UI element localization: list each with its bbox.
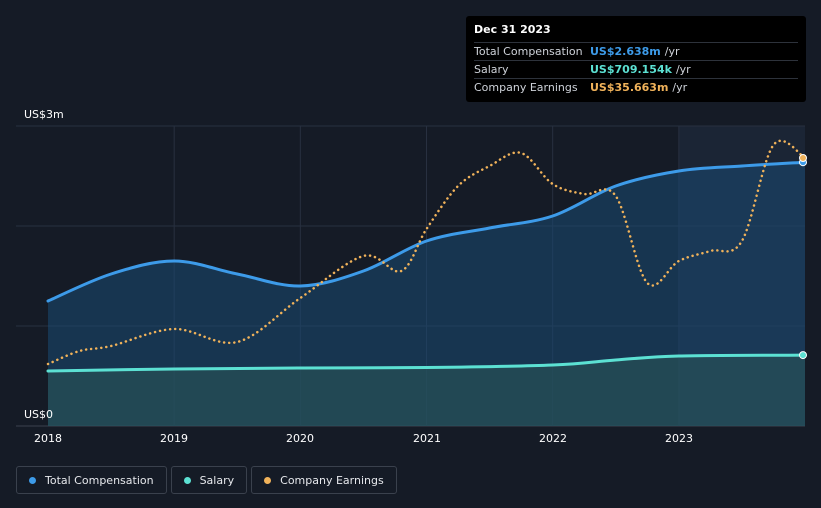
dot-icon bbox=[183, 476, 191, 484]
dot-icon bbox=[29, 476, 36, 484]
x-tick-label: 2018 bbox=[34, 432, 62, 445]
tooltip-row-salary: Salary US$709.154k /yr bbox=[474, 60, 798, 78]
salary-end-marker bbox=[799, 351, 807, 360]
tooltip-unit: /yr bbox=[664, 45, 680, 58]
tooltip-unit: /yr bbox=[672, 81, 688, 94]
x-tick-label: 2019 bbox=[160, 432, 188, 445]
legend-total-compensation[interactable]: Total Compensation bbox=[16, 466, 167, 494]
x-tick-label: 2022 bbox=[539, 432, 567, 445]
salary-line bbox=[46, 353, 807, 373]
tooltip-value: US$35.663m bbox=[590, 81, 669, 94]
dot-icon bbox=[264, 476, 272, 484]
tooltip-value: US$709.154k bbox=[590, 63, 672, 76]
x-tick-label: 2021 bbox=[413, 432, 441, 445]
tooltip-label: Salary bbox=[474, 63, 509, 76]
legend-company-earnings[interactable]: Company Earnings bbox=[251, 466, 397, 494]
legend-label: Company Earnings bbox=[280, 473, 384, 487]
tooltip-label: Company Earnings bbox=[474, 81, 578, 94]
legend-label: Total Compensation bbox=[45, 473, 154, 487]
legend-salary[interactable]: Salary bbox=[170, 466, 248, 494]
total-compensation-line bbox=[46, 160, 807, 303]
y-axis-min-label: US$0 bbox=[24, 408, 54, 421]
legend-label: Salary bbox=[199, 473, 235, 487]
tooltip-row-company-earnings: Company Earnings US$35.663m /yr bbox=[474, 78, 798, 96]
salary-area bbox=[48, 355, 805, 426]
x-tick-label: 2020 bbox=[286, 432, 314, 445]
tooltip-date: Dec 31 2023 bbox=[474, 23, 551, 36]
tooltip-value: US$2.638m bbox=[590, 45, 661, 58]
company-earnings-line bbox=[46, 139, 807, 366]
tooltip: Dec 31 2023 Total Compensation US$2.638m… bbox=[466, 16, 806, 102]
tooltip-unit: /yr bbox=[675, 63, 691, 76]
company-earnings-end-marker bbox=[799, 154, 807, 162]
x-tick-label: 2023 bbox=[665, 432, 693, 445]
tooltip-row-total-compensation: Total Compensation US$2.638m /yr bbox=[474, 42, 798, 60]
legend: Total Compensation Salary Company Earnin… bbox=[16, 466, 401, 494]
tooltip-label: Total Compensation bbox=[474, 45, 583, 58]
y-axis-max-label: US$3m bbox=[24, 108, 64, 121]
